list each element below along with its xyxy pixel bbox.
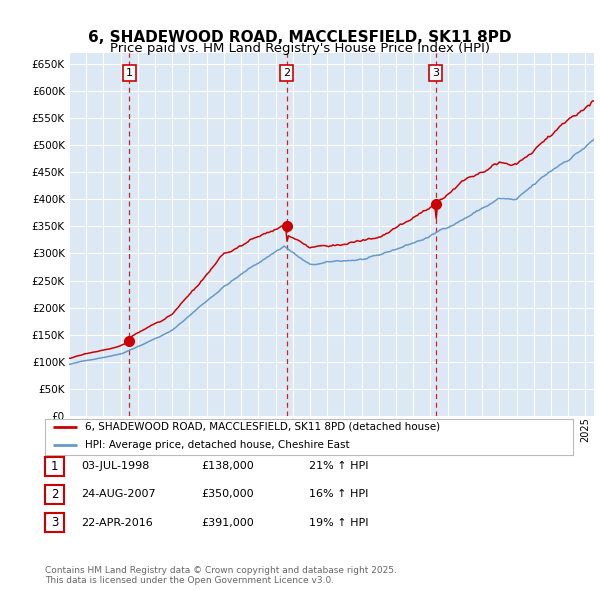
Text: 3: 3 bbox=[433, 68, 439, 78]
Text: 3: 3 bbox=[51, 516, 58, 529]
Text: 1: 1 bbox=[51, 460, 58, 473]
Text: 6, SHADEWOOD ROAD, MACCLESFIELD, SK11 8PD (detached house): 6, SHADEWOOD ROAD, MACCLESFIELD, SK11 8P… bbox=[85, 422, 440, 432]
Text: 19% ↑ HPI: 19% ↑ HPI bbox=[309, 518, 368, 527]
Text: HPI: Average price, detached house, Cheshire East: HPI: Average price, detached house, Ches… bbox=[85, 440, 349, 450]
Text: 2: 2 bbox=[283, 68, 290, 78]
Text: £391,000: £391,000 bbox=[201, 518, 254, 527]
Text: 03-JUL-1998: 03-JUL-1998 bbox=[81, 461, 149, 471]
Text: Contains HM Land Registry data © Crown copyright and database right 2025.
This d: Contains HM Land Registry data © Crown c… bbox=[45, 566, 397, 585]
Text: £350,000: £350,000 bbox=[201, 490, 254, 499]
Text: 16% ↑ HPI: 16% ↑ HPI bbox=[309, 490, 368, 499]
Text: 6, SHADEWOOD ROAD, MACCLESFIELD, SK11 8PD: 6, SHADEWOOD ROAD, MACCLESFIELD, SK11 8P… bbox=[88, 30, 512, 45]
Text: 21% ↑ HPI: 21% ↑ HPI bbox=[309, 461, 368, 471]
Text: 24-AUG-2007: 24-AUG-2007 bbox=[81, 490, 155, 499]
Text: 1: 1 bbox=[126, 68, 133, 78]
Text: 2: 2 bbox=[51, 488, 58, 501]
Text: £138,000: £138,000 bbox=[201, 461, 254, 471]
Text: Price paid vs. HM Land Registry's House Price Index (HPI): Price paid vs. HM Land Registry's House … bbox=[110, 42, 490, 55]
Text: 22-APR-2016: 22-APR-2016 bbox=[81, 518, 153, 527]
